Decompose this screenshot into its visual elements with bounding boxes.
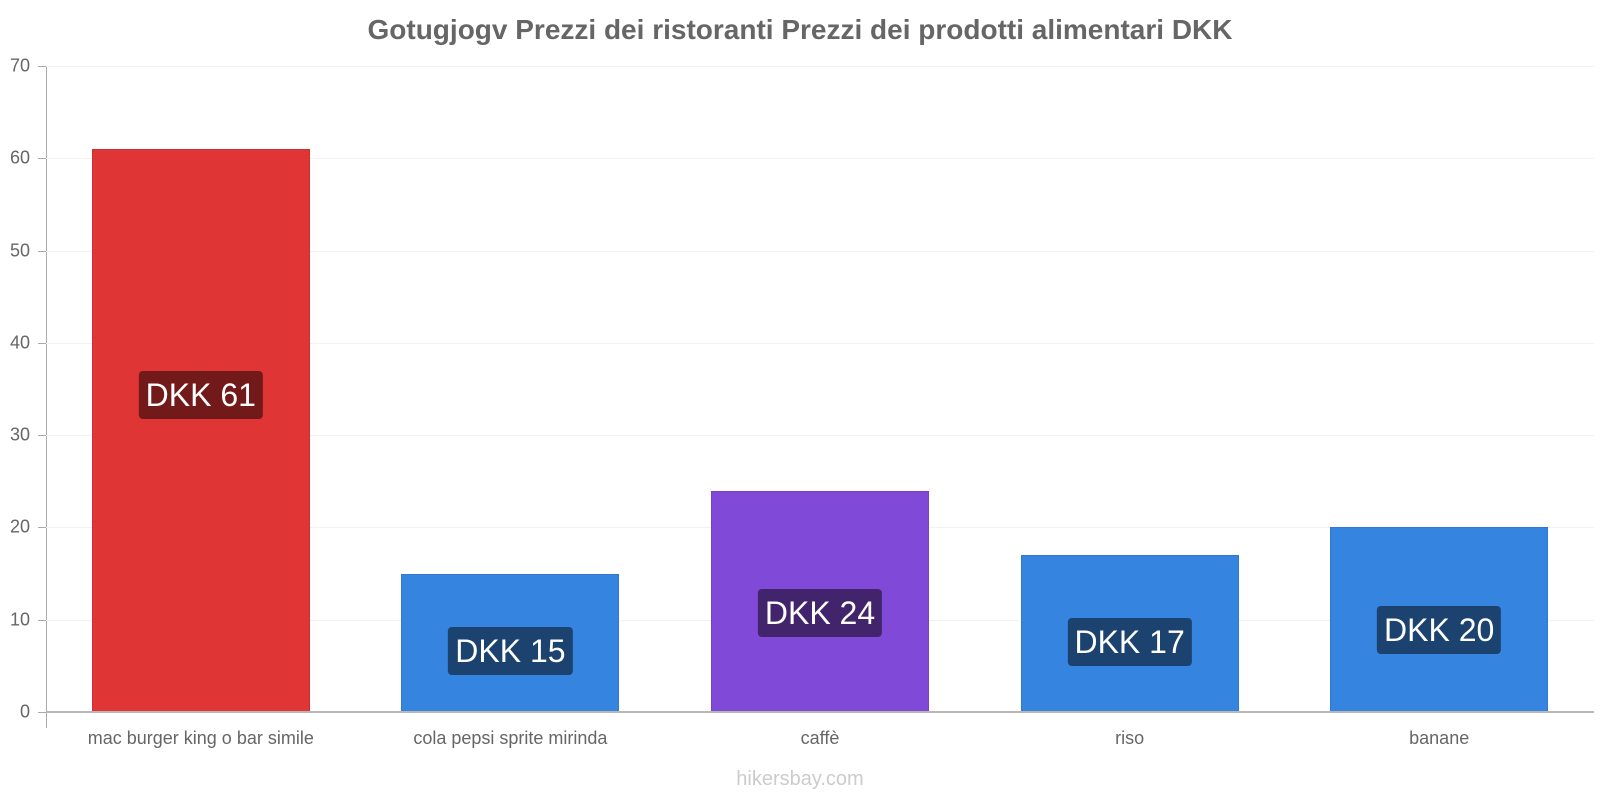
y-tick-label: 30: [9, 424, 30, 445]
chart-title: Gotugjogv Prezzi dei ristoranti Prezzi d…: [367, 14, 1233, 45]
plot-area: 0 10 20 30 40 50 60 70 DKK 61 mac burger king o b…: [10, 56, 1594, 748]
y-tick-label: 20: [9, 516, 30, 537]
gridline: [46, 342, 1594, 344]
y-tick-mark: [38, 250, 46, 252]
x-tick-label: riso: [1115, 728, 1145, 748]
bar[interactable]: DKK 15: [401, 573, 620, 712]
gridline: [46, 66, 1594, 67]
y-tick-mark: [38, 527, 46, 529]
x-tick-label: cola pepsi sprite mirinda: [413, 728, 608, 748]
watermark: hikersbay.com: [736, 768, 864, 790]
y-tick-label: 40: [9, 332, 30, 353]
bar[interactable]: DKK 24: [711, 490, 929, 712]
bar-value-label: DKK 24: [757, 589, 883, 638]
y-tick-label: 70: [9, 55, 30, 76]
y-tick-mark: [38, 66, 46, 67]
bar[interactable]: DKK 17: [1020, 555, 1239, 712]
x-tick-label: caffè: [800, 728, 840, 748]
bar[interactable]: DKK 20: [1330, 527, 1549, 712]
bar-value-label: DKK 61: [138, 371, 263, 420]
y-tick-label: 10: [9, 609, 30, 630]
y-tick-mark: [38, 342, 46, 344]
x-tick-label: mac burger king o bar simile: [87, 728, 314, 748]
gridline: [46, 250, 1594, 252]
y-tick-label: 50: [9, 240, 30, 261]
y-tick-mark: [38, 712, 46, 713]
bar-value-label: DKK 17: [1067, 618, 1192, 667]
y-tick-label: 60: [9, 147, 30, 168]
bar-value-label: DKK 15: [448, 626, 573, 675]
y-tick-mark: [38, 435, 46, 437]
bar-value-label: DKK 20: [1377, 605, 1502, 654]
y-tick-label: 0: [19, 701, 30, 722]
y-axis-line: [46, 66, 47, 728]
bar[interactable]: DKK 61: [91, 149, 310, 712]
y-tick-mark: [38, 619, 46, 621]
gridline: [46, 158, 1594, 160]
x-axis-line: [46, 711, 1594, 713]
y-tick-mark: [38, 158, 46, 160]
gridline: [46, 435, 1594, 437]
x-tick-label: banane: [1409, 728, 1470, 748]
